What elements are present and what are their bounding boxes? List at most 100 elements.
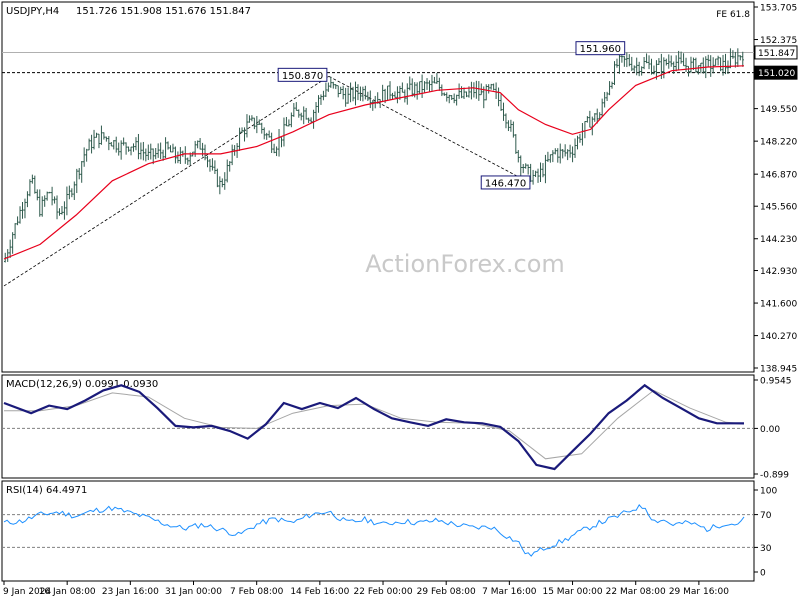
price-grid: [2, 51, 754, 74]
candle: [489, 83, 493, 90]
candle: [154, 148, 157, 160]
candle: [356, 84, 360, 101]
candle: [736, 48, 740, 67]
candle: [739, 55, 742, 61]
candle: [640, 66, 643, 76]
candle: [697, 65, 700, 75]
candle: [578, 133, 582, 143]
candle: [68, 185, 71, 200]
candle: [499, 94, 503, 112]
candle: [277, 129, 281, 157]
candle: [280, 136, 283, 148]
candle: [425, 78, 429, 90]
candle: [378, 98, 382, 109]
candle: [26, 191, 29, 208]
candle: [139, 142, 143, 160]
candle: [423, 81, 426, 93]
time-tick-label: 31 Jan 00:00: [165, 587, 222, 597]
candle: [741, 51, 744, 67]
macd-signal-line: [4, 389, 745, 460]
candle: [221, 178, 224, 188]
price-annotation: 146.470: [480, 175, 531, 190]
candle: [620, 55, 624, 63]
candle: [672, 61, 675, 74]
candle: [615, 58, 619, 68]
candle: [593, 113, 596, 122]
candle: [287, 119, 291, 127]
rsi-panel[interactable]: RSI(14) 64.4971 100 70 30 0: [1, 480, 777, 582]
candle: [346, 87, 350, 104]
candle: [406, 83, 409, 105]
candle: [549, 154, 552, 163]
candle: [161, 149, 165, 161]
price-panel-frame: [1, 1, 755, 373]
candle: [393, 91, 397, 98]
candle: [75, 168, 78, 194]
price-annotation: 150.870: [277, 67, 328, 82]
price-tick-label: 142.930: [760, 267, 797, 277]
candle: [344, 87, 347, 107]
candle: [366, 91, 370, 101]
candle: [354, 81, 357, 106]
candle: [243, 127, 246, 142]
candle: [359, 86, 362, 101]
candle: [78, 168, 81, 180]
candle: [85, 148, 88, 162]
ma-line: [3, 65, 745, 260]
candle: [435, 73, 439, 84]
candle: [144, 148, 148, 162]
candle: [351, 86, 355, 102]
annotations: 150.870 146.470 151.960: [277, 41, 626, 190]
price-panel[interactable]: USDJPY,H4 151.726 151.908 151.676 151.84…: [1, 1, 798, 375]
candle: [102, 132, 106, 140]
candle: [492, 83, 495, 91]
candle: [403, 89, 407, 103]
time-tick-label: 29 Mar 16:00: [669, 587, 729, 597]
candle: [726, 60, 730, 75]
candle: [176, 151, 180, 164]
candle: [309, 117, 313, 123]
price-tick-label: 152.375: [760, 36, 797, 46]
macd-tick-label: 0.00: [760, 425, 780, 435]
candle: [245, 114, 249, 138]
macd-axis: 0.9545 0.00 -0.899: [754, 377, 792, 481]
candle: [583, 121, 587, 139]
macd-panel[interactable]: MACD(12,26,9) 0.0991 0.0930 0.9545 0.00 -0…: [1, 374, 792, 481]
candle: [694, 57, 698, 73]
candle: [635, 57, 638, 76]
time-tick-label: 29 Feb 08:00: [417, 587, 476, 597]
annotation-label: 150.870: [282, 71, 323, 82]
candle: [285, 116, 288, 127]
candle: [16, 216, 19, 226]
current-price-badge: 151.847: [754, 45, 798, 60]
candle: [386, 85, 389, 102]
candle: [156, 143, 160, 158]
macd-line: [3, 383, 745, 471]
ohlc-values: 151.726 151.908 151.676 151.847: [76, 6, 251, 17]
candle: [302, 106, 305, 125]
candle: [324, 82, 328, 97]
rsi-panel-frame: [1, 480, 755, 582]
candle: [415, 82, 419, 100]
candle: [554, 148, 557, 155]
annotation-label: 151.960: [580, 44, 621, 55]
candle: [43, 195, 46, 207]
candle: [80, 160, 83, 183]
candle: [122, 137, 125, 146]
candle: [650, 58, 653, 75]
candle: [28, 179, 32, 197]
candle: [211, 158, 214, 171]
rsi-tick-label: 70: [760, 511, 772, 521]
time-tick-label: 14 Feb 16:00: [290, 587, 349, 597]
candle: [418, 81, 421, 95]
candle: [282, 117, 286, 147]
price-tick-label: 140.270: [760, 332, 797, 342]
candle: [541, 163, 545, 178]
candle: [97, 133, 101, 149]
candle: [107, 136, 111, 151]
candle: [95, 132, 98, 138]
candle: [596, 108, 599, 124]
candle: [45, 191, 49, 201]
candle: [581, 123, 584, 146]
candle: [48, 191, 51, 194]
